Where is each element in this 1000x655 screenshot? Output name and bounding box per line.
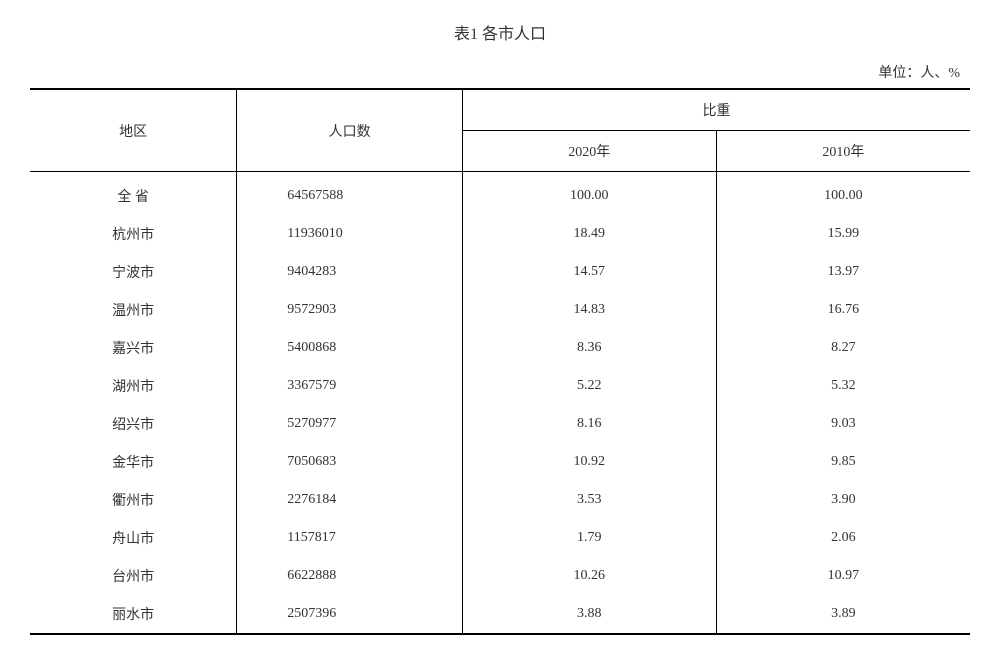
- cell-weight-2010: 2.06: [716, 519, 970, 557]
- cell-weight-2010: 10.97: [716, 557, 970, 595]
- cell-weight-2010: 9.85: [716, 443, 970, 481]
- cell-region: 台州市: [30, 557, 237, 595]
- cell-weight-2010: 13.97: [716, 253, 970, 291]
- cell-population: 3367579: [237, 367, 463, 405]
- table-row: 湖州市33675795.225.32: [30, 367, 970, 405]
- cell-weight-2020: 10.26: [462, 557, 716, 595]
- cell-weight-2020: 3.53: [462, 481, 716, 519]
- cell-weight-2020: 1.79: [462, 519, 716, 557]
- cell-population: 5270977: [237, 405, 463, 443]
- cell-weight-2020: 5.22: [462, 367, 716, 405]
- col-header-weight-group: 比重: [462, 89, 970, 131]
- population-table: 地区 人口数 比重 2020年 2010年 全 省64567588100.001…: [30, 88, 970, 635]
- cell-region: 衢州市: [30, 481, 237, 519]
- table-row: 宁波市940428314.5713.97: [30, 253, 970, 291]
- cell-weight-2010: 3.90: [716, 481, 970, 519]
- cell-region: 湖州市: [30, 367, 237, 405]
- cell-weight-2020: 8.16: [462, 405, 716, 443]
- col-header-region: 地区: [30, 89, 237, 172]
- table-title: 表1 各市人口: [30, 20, 970, 44]
- table-row: 嘉兴市54008688.368.27: [30, 329, 970, 367]
- table-body: 全 省64567588100.00100.00杭州市1193601018.491…: [30, 172, 970, 635]
- cell-population: 5400868: [237, 329, 463, 367]
- cell-population: 6622888: [237, 557, 463, 595]
- cell-weight-2020: 14.57: [462, 253, 716, 291]
- table-row: 温州市957290314.8316.76: [30, 291, 970, 329]
- cell-population: 7050683: [237, 443, 463, 481]
- cell-weight-2010: 8.27: [716, 329, 970, 367]
- cell-region: 金华市: [30, 443, 237, 481]
- cell-weight-2020: 3.88: [462, 595, 716, 634]
- cell-region: 舟山市: [30, 519, 237, 557]
- cell-population: 1157817: [237, 519, 463, 557]
- cell-weight-2020: 8.36: [462, 329, 716, 367]
- table-row: 舟山市11578171.792.06: [30, 519, 970, 557]
- table-row: 金华市705068310.929.85: [30, 443, 970, 481]
- table-row: 衢州市22761843.533.90: [30, 481, 970, 519]
- cell-weight-2020: 14.83: [462, 291, 716, 329]
- col-header-2010: 2010年: [716, 131, 970, 172]
- cell-population: 2276184: [237, 481, 463, 519]
- cell-weight-2010: 15.99: [716, 215, 970, 253]
- cell-population: 9404283: [237, 253, 463, 291]
- cell-weight-2010: 9.03: [716, 405, 970, 443]
- table-row: 杭州市1193601018.4915.99: [30, 215, 970, 253]
- cell-weight-2010: 3.89: [716, 595, 970, 634]
- table-row: 丽水市25073963.883.89: [30, 595, 970, 634]
- cell-region: 温州市: [30, 291, 237, 329]
- cell-region: 杭州市: [30, 215, 237, 253]
- cell-region: 全 省: [30, 172, 237, 216]
- col-header-population: 人口数: [237, 89, 463, 172]
- cell-region: 丽水市: [30, 595, 237, 634]
- cell-weight-2020: 100.00: [462, 172, 716, 216]
- cell-population: 2507396: [237, 595, 463, 634]
- cell-region: 嘉兴市: [30, 329, 237, 367]
- table-row: 全 省64567588100.00100.00: [30, 172, 970, 216]
- col-header-2020: 2020年: [462, 131, 716, 172]
- cell-region: 绍兴市: [30, 405, 237, 443]
- cell-population: 9572903: [237, 291, 463, 329]
- table-row: 台州市662288810.2610.97: [30, 557, 970, 595]
- cell-region: 宁波市: [30, 253, 237, 291]
- unit-label: 单位：人、%: [30, 62, 970, 82]
- cell-population: 64567588: [237, 172, 463, 216]
- cell-weight-2010: 16.76: [716, 291, 970, 329]
- cell-weight-2010: 5.32: [716, 367, 970, 405]
- cell-population: 11936010: [237, 215, 463, 253]
- cell-weight-2020: 10.92: [462, 443, 716, 481]
- table-row: 绍兴市52709778.169.03: [30, 405, 970, 443]
- table-head: 地区 人口数 比重 2020年 2010年: [30, 89, 970, 172]
- cell-weight-2010: 100.00: [716, 172, 970, 216]
- cell-weight-2020: 18.49: [462, 215, 716, 253]
